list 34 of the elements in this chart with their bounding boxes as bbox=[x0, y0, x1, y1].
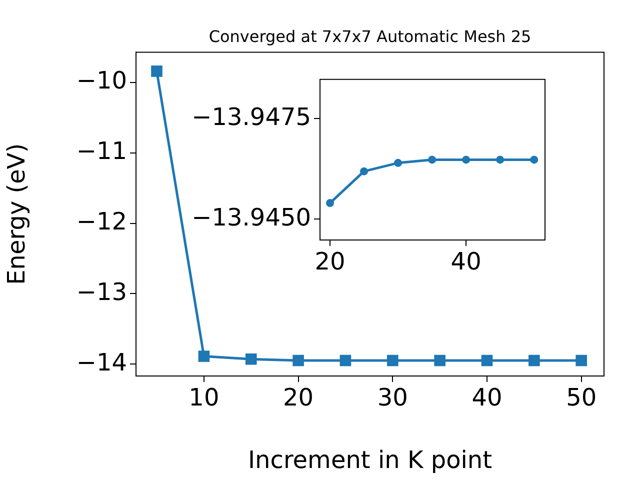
point bbox=[292, 354, 304, 366]
y-tick-label: −14 bbox=[76, 348, 127, 376]
point bbox=[434, 354, 446, 366]
y-tick-label: −11 bbox=[76, 137, 127, 166]
point bbox=[198, 350, 210, 362]
y-tick-label: −12 bbox=[76, 207, 127, 236]
x-tick-label: 30 bbox=[377, 384, 408, 412]
y-tick-label: −13.9475 bbox=[192, 102, 311, 131]
point bbox=[576, 354, 588, 366]
x-tick-label: 40 bbox=[450, 248, 482, 276]
point bbox=[386, 354, 398, 366]
point bbox=[360, 167, 368, 176]
y-axis-title: Energy (eV) bbox=[2, 143, 31, 285]
y-tick-label: −10 bbox=[76, 66, 127, 95]
chart-title: Converged at 7x7x7 Automatic Mesh 25 bbox=[208, 26, 532, 46]
point bbox=[151, 66, 162, 77]
point bbox=[496, 156, 504, 164]
x-tick-label: 20 bbox=[283, 384, 314, 412]
point bbox=[528, 354, 540, 366]
point bbox=[428, 156, 436, 164]
point bbox=[326, 199, 334, 208]
x-tick-label: 50 bbox=[566, 384, 597, 412]
x-tick-label: 10 bbox=[188, 384, 220, 412]
point bbox=[394, 158, 402, 167]
x-tick-label: 40 bbox=[472, 384, 502, 412]
point bbox=[462, 156, 470, 164]
point bbox=[245, 353, 257, 365]
x-axis-title: Increment in K point bbox=[248, 446, 492, 474]
point bbox=[481, 354, 493, 366]
y-tick-label: −13 bbox=[76, 278, 127, 306]
point bbox=[340, 354, 352, 366]
y-tick-label: −13.9450 bbox=[192, 203, 311, 232]
x-tick-label: 20 bbox=[314, 248, 346, 276]
point bbox=[530, 156, 538, 164]
